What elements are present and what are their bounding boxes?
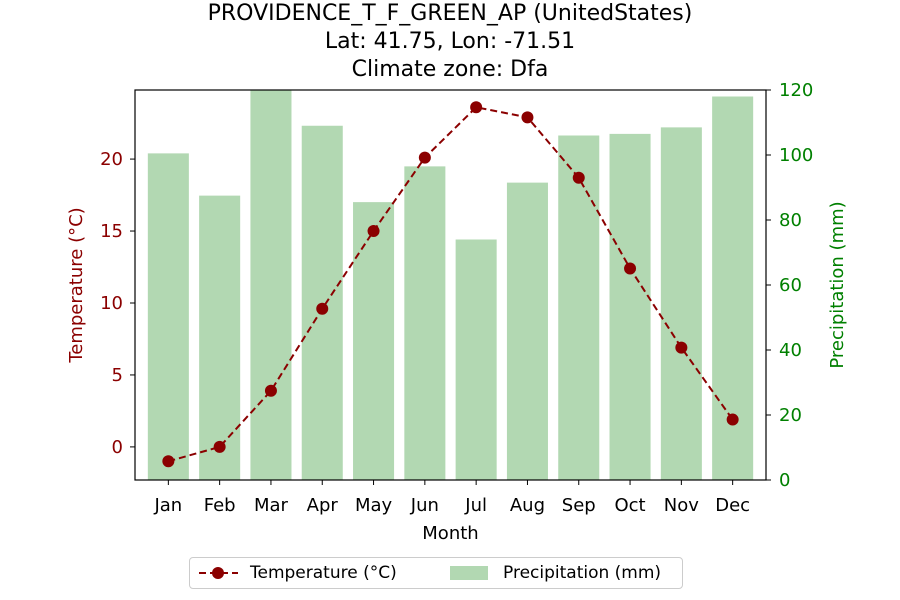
- temperature-point-apr: [316, 302, 329, 315]
- precip-bar-jul: [455, 239, 497, 480]
- temperature-point-jul: [470, 101, 483, 114]
- x-tick-label-mar: Mar: [254, 495, 289, 516]
- right-y-tick-label-20: 20: [779, 405, 802, 426]
- temperature-point-may: [367, 225, 380, 238]
- temperature-point-jun: [418, 151, 431, 164]
- x-tick-label-nov: Nov: [664, 495, 699, 516]
- precip-bar-aug: [506, 182, 548, 480]
- left-y-tick-label-15: 15: [100, 221, 123, 242]
- legend-item-precipitation: Precipitation (mm): [450, 562, 661, 584]
- temperature-point-mar: [264, 384, 277, 397]
- temperature-point-sep: [572, 171, 585, 184]
- right-y-tick-label-40: 40: [779, 340, 802, 361]
- precip-bar-nov: [660, 127, 702, 480]
- precip-bar-jan: [147, 153, 189, 480]
- x-tick-label-may: May: [355, 495, 393, 516]
- x-tick-label-feb: Feb: [204, 495, 236, 516]
- temperature-point-jan: [162, 455, 175, 468]
- temperature-point-feb: [213, 440, 226, 453]
- temperature-point-dec: [726, 413, 739, 426]
- x-tick-label-jun: Jun: [410, 495, 439, 516]
- temperature-point-nov: [675, 341, 688, 354]
- legend-temperature-swatch: [199, 567, 238, 579]
- left-y-axis-label: Temperature (°C): [66, 207, 87, 363]
- chart-title-line-2: Lat: 41.75, Lon: -71.51: [324, 29, 576, 54]
- x-axis-label: Month: [422, 523, 478, 544]
- precip-bar-sep: [558, 135, 600, 480]
- x-tick-label-aug: Aug: [510, 495, 545, 516]
- left-y-tick-label-20: 20: [100, 149, 123, 170]
- legend-precipitation-swatch: [450, 566, 488, 580]
- right-y-tick-label-80: 80: [779, 210, 802, 231]
- x-tick-label-oct: Oct: [614, 495, 645, 516]
- x-tick-label-jan: Jan: [153, 495, 182, 516]
- right-y-tick-label-120: 120: [779, 80, 813, 101]
- left-y-tick-label-5: 5: [112, 365, 123, 386]
- right-y-tick-label-0: 0: [779, 470, 790, 491]
- right-y-tick-label-100: 100: [779, 145, 813, 166]
- temperature-point-aug: [521, 111, 534, 124]
- chart-title-line-1: PROVIDENCE_T_F_GREEN_AP (UnitedStates): [207, 1, 693, 26]
- legend-precipitation-label: Precipitation (mm): [503, 563, 662, 583]
- precip-bar-oct: [609, 133, 651, 480]
- legend-temperature-label: Temperature (°C): [250, 563, 397, 583]
- chart-title-line-3: Climate zone: Dfa: [351, 57, 549, 82]
- left-y-tick-label-0: 0: [112, 437, 123, 458]
- legend-item-temperature: Temperature (°C): [198, 562, 397, 584]
- right-y-axis-label: Precipitation (mm): [827, 201, 848, 368]
- right-y-tick-label-60: 60: [779, 275, 802, 296]
- left-y-tick-label-10: 10: [100, 293, 123, 314]
- precip-bar-may: [353, 202, 395, 480]
- x-tick-label-apr: Apr: [307, 495, 339, 516]
- chart-legend: Temperature (°C) Precipitation (mm): [189, 557, 683, 589]
- precip-bar-mar: [250, 90, 292, 480]
- temperature-line: [168, 106, 734, 463]
- x-tick-label-sep: Sep: [562, 495, 596, 516]
- precip-bar-feb: [199, 195, 241, 480]
- x-tick-label-dec: Dec: [715, 495, 750, 516]
- precip-bar-jun: [404, 166, 446, 480]
- temperature-point-oct: [624, 262, 637, 275]
- x-tick-label-jul: Jul: [464, 495, 487, 516]
